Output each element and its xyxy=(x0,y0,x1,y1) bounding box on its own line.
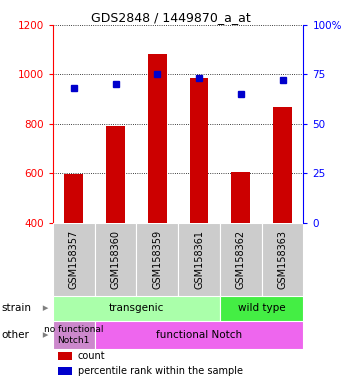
Text: GSM158362: GSM158362 xyxy=(236,230,246,289)
Bar xyxy=(262,223,303,296)
Bar xyxy=(58,367,72,376)
Bar xyxy=(94,321,303,349)
Bar xyxy=(190,78,208,223)
Text: percentile rank within the sample: percentile rank within the sample xyxy=(78,366,243,376)
Text: other: other xyxy=(2,330,30,340)
Text: GSM158357: GSM158357 xyxy=(69,230,79,289)
Text: count: count xyxy=(78,351,106,361)
Bar xyxy=(94,223,136,296)
Bar xyxy=(53,223,94,296)
Bar xyxy=(220,223,262,296)
Text: GSM158361: GSM158361 xyxy=(194,230,204,289)
Bar xyxy=(178,223,220,296)
Text: GDS2848 / 1449870_a_at: GDS2848 / 1449870_a_at xyxy=(91,12,250,25)
Text: transgenic: transgenic xyxy=(109,303,164,313)
Text: no functional
Notch1: no functional Notch1 xyxy=(44,325,103,345)
Text: GSM158363: GSM158363 xyxy=(278,230,287,289)
Bar xyxy=(148,55,167,223)
Text: functional Notch: functional Notch xyxy=(156,330,242,340)
Bar xyxy=(136,223,178,296)
Text: wild type: wild type xyxy=(238,303,285,313)
Bar xyxy=(58,353,72,360)
Bar xyxy=(64,174,83,223)
Bar xyxy=(273,107,292,223)
Bar xyxy=(232,172,250,223)
Bar xyxy=(106,126,125,223)
Text: GSM158359: GSM158359 xyxy=(152,230,162,289)
Text: GSM158360: GSM158360 xyxy=(110,230,120,289)
Bar xyxy=(220,296,303,321)
Bar xyxy=(53,296,220,321)
Text: strain: strain xyxy=(2,303,32,313)
Bar xyxy=(53,321,94,349)
